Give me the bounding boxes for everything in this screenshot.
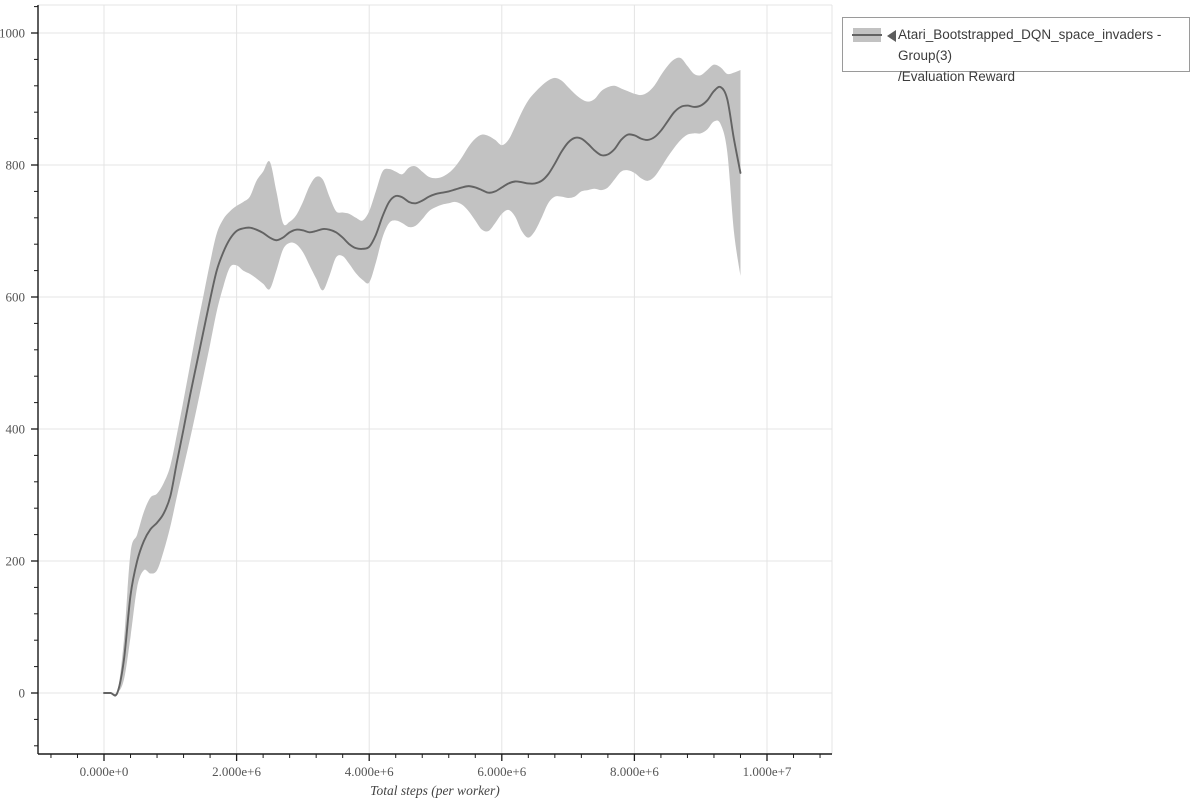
- y-tick-label: 800: [6, 158, 26, 173]
- gridlines: [38, 4, 833, 754]
- y-tick-label: 1000: [0, 26, 25, 41]
- y-tick-label: 0: [19, 686, 26, 701]
- legend-label: Atari_Bootstrapped_DQN_space_invaders - …: [898, 27, 1162, 84]
- series-line: [103, 85, 742, 697]
- legend-swatch-icon: [852, 26, 882, 44]
- x-axis-title: Total steps (per worker): [370, 783, 500, 798]
- x-tick-label: 0.000e+0: [80, 764, 129, 779]
- x-tick-label: 1.000e+7: [743, 764, 792, 779]
- legend-line-swatch: [852, 34, 882, 36]
- legend[interactable]: Atari_Bootstrapped_DQN_space_invaders - …: [842, 17, 1190, 84]
- y-tick-label: 400: [6, 422, 26, 437]
- x-axis-tick-labels: 0.000e+0 2.000e+6 4.000e+6 6.000e+6 8.000e+6…: [80, 764, 792, 779]
- x-tick-label: 6.000e+6: [477, 764, 526, 779]
- legend-entry[interactable]: Atari_Bootstrapped_DQN_space_invaders - …: [852, 24, 1185, 87]
- y-tick-label: 200: [6, 554, 26, 569]
- y-tick-label: 600: [6, 290, 26, 305]
- x-tick-label: 8.000e+6: [610, 764, 659, 779]
- confidence-band: [104, 57, 741, 697]
- y-axis-tick-labels: 0 200 400 600 800 1000: [0, 26, 25, 701]
- axes: [37, 5, 832, 755]
- left-triangle-icon: [887, 30, 896, 42]
- axis-ticks: [31, 6, 821, 761]
- x-tick-label: 2.000e+6: [212, 764, 261, 779]
- x-tick-label: 4.000e+6: [345, 764, 394, 779]
